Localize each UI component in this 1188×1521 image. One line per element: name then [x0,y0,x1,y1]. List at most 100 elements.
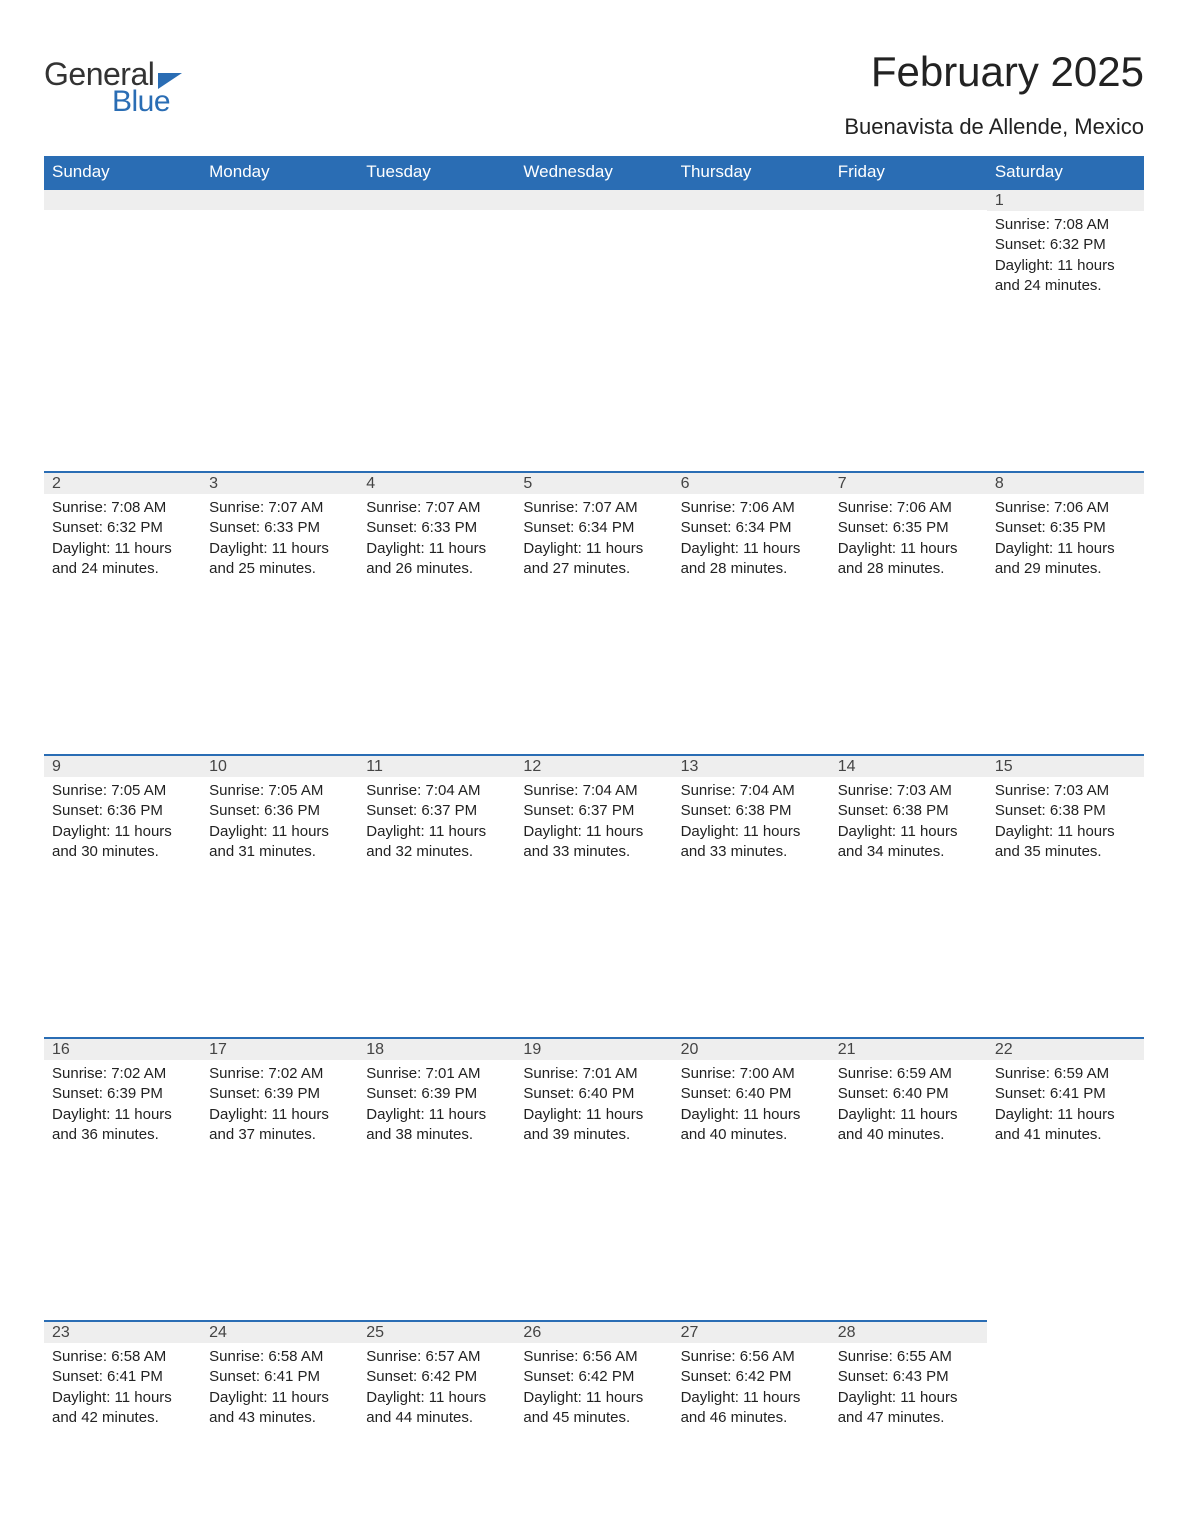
weekday-header: Monday [201,156,358,188]
calendar-cell: Sunrise: 7:07 AMSunset: 6:34 PMDaylight:… [515,494,672,624]
calendar-cell: Sunrise: 7:03 AMSunset: 6:38 PMDaylight:… [987,777,1144,907]
calendar-cell [673,211,830,341]
day-number: 14 [830,754,987,777]
weekday-header: Wednesday [515,156,672,188]
day-details: Sunrise: 6:58 AMSunset: 6:41 PMDaylight:… [44,1343,201,1436]
day-number: 22 [987,1037,1144,1060]
empty-day-band [44,188,201,210]
calendar-cell: Sunrise: 6:59 AMSunset: 6:40 PMDaylight:… [830,1060,987,1190]
calendar-cell: Sunrise: 7:08 AMSunset: 6:32 PMDaylight:… [44,494,201,624]
weekday-header: Friday [830,156,987,188]
week-separator [44,1190,1144,1320]
calendar-cell: Sunrise: 7:02 AMSunset: 6:39 PMDaylight:… [201,1060,358,1190]
day-number: 1 [987,188,1144,211]
day-details: Sunrise: 7:04 AMSunset: 6:38 PMDaylight:… [673,777,830,870]
calendar-cell: Sunrise: 7:03 AMSunset: 6:38 PMDaylight:… [830,777,987,907]
calendar-cell [830,211,987,341]
calendar-cell: Sunrise: 7:07 AMSunset: 6:33 PMDaylight:… [201,494,358,624]
calendar-cell: Sunrise: 7:05 AMSunset: 6:36 PMDaylight:… [44,777,201,907]
day-number: 3 [201,471,358,494]
day-details: Sunrise: 7:00 AMSunset: 6:40 PMDaylight:… [673,1060,830,1153]
location-subtitle: Buenavista de Allende, Mexico [844,114,1144,140]
day-details: Sunrise: 6:59 AMSunset: 6:40 PMDaylight:… [830,1060,987,1153]
day-number: 11 [358,754,515,777]
day-details: Sunrise: 7:07 AMSunset: 6:33 PMDaylight:… [358,494,515,587]
day-details: Sunrise: 7:05 AMSunset: 6:36 PMDaylight:… [201,777,358,870]
calendar-cell: Sunrise: 7:08 AMSunset: 6:32 PMDaylight:… [987,211,1144,341]
day-number: 23 [44,1320,201,1343]
day-details: Sunrise: 6:57 AMSunset: 6:42 PMDaylight:… [358,1343,515,1436]
week-separator [44,624,1144,754]
empty-day-band [673,188,830,210]
day-details: Sunrise: 7:03 AMSunset: 6:38 PMDaylight:… [987,777,1144,870]
calendar-cell [201,211,358,341]
day-details: Sunrise: 7:01 AMSunset: 6:40 PMDaylight:… [515,1060,672,1153]
day-details: Sunrise: 7:06 AMSunset: 6:35 PMDaylight:… [830,494,987,587]
day-number: 7 [830,471,987,494]
weekday-header: Sunday [44,156,201,188]
day-details: Sunrise: 7:06 AMSunset: 6:35 PMDaylight:… [987,494,1144,587]
calendar-cell: Sunrise: 7:04 AMSunset: 6:37 PMDaylight:… [515,777,672,907]
calendar-cell: Sunrise: 6:59 AMSunset: 6:41 PMDaylight:… [987,1060,1144,1190]
day-number: 26 [515,1320,672,1343]
day-details: Sunrise: 7:04 AMSunset: 6:37 PMDaylight:… [358,777,515,870]
calendar-cell: Sunrise: 6:58 AMSunset: 6:41 PMDaylight:… [201,1343,358,1473]
day-number: 18 [358,1037,515,1060]
day-details: Sunrise: 6:56 AMSunset: 6:42 PMDaylight:… [515,1343,672,1436]
day-number: 15 [987,754,1144,777]
day-details: Sunrise: 6:55 AMSunset: 6:43 PMDaylight:… [830,1343,987,1436]
day-details: Sunrise: 6:58 AMSunset: 6:41 PMDaylight:… [201,1343,358,1436]
calendar-cell: Sunrise: 7:00 AMSunset: 6:40 PMDaylight:… [673,1060,830,1190]
empty-day-band [515,188,672,210]
calendar-cell [358,211,515,341]
logo-triangle-icon [158,73,182,89]
day-details: Sunrise: 6:56 AMSunset: 6:42 PMDaylight:… [673,1343,830,1436]
day-details: Sunrise: 7:06 AMSunset: 6:34 PMDaylight:… [673,494,830,587]
page-header: General Blue February 2025 Buenavista de… [44,48,1144,150]
month-title: February 2025 [844,48,1144,96]
calendar-cell: Sunrise: 7:05 AMSunset: 6:36 PMDaylight:… [201,777,358,907]
day-number: 16 [44,1037,201,1060]
day-number: 9 [44,754,201,777]
calendar-cell: Sunrise: 6:55 AMSunset: 6:43 PMDaylight:… [830,1343,987,1473]
day-number: 20 [673,1037,830,1060]
day-number: 21 [830,1037,987,1060]
calendar-cell: Sunrise: 7:04 AMSunset: 6:37 PMDaylight:… [358,777,515,907]
calendar-cell: Sunrise: 7:06 AMSunset: 6:34 PMDaylight:… [673,494,830,624]
day-number: 25 [358,1320,515,1343]
calendar-cell: Sunrise: 7:06 AMSunset: 6:35 PMDaylight:… [987,494,1144,624]
calendar-cell: Sunrise: 6:56 AMSunset: 6:42 PMDaylight:… [673,1343,830,1473]
day-number: 19 [515,1037,672,1060]
day-number: 8 [987,471,1144,494]
day-number: 28 [830,1320,987,1343]
day-details: Sunrise: 7:01 AMSunset: 6:39 PMDaylight:… [358,1060,515,1153]
calendar-cell: Sunrise: 7:01 AMSunset: 6:40 PMDaylight:… [515,1060,672,1190]
calendar-cell: Sunrise: 7:07 AMSunset: 6:33 PMDaylight:… [358,494,515,624]
day-details: Sunrise: 7:05 AMSunset: 6:36 PMDaylight:… [44,777,201,870]
calendar-cell: Sunrise: 6:58 AMSunset: 6:41 PMDaylight:… [44,1343,201,1473]
week-separator [44,341,1144,471]
day-number: 27 [673,1320,830,1343]
empty-day-band [830,188,987,210]
calendar-cell: Sunrise: 7:02 AMSunset: 6:39 PMDaylight:… [44,1060,201,1190]
day-number: 6 [673,471,830,494]
weekday-header-row: SundayMondayTuesdayWednesdayThursdayFrid… [44,156,1144,188]
day-details: Sunrise: 7:07 AMSunset: 6:34 PMDaylight:… [515,494,672,587]
day-details: Sunrise: 7:08 AMSunset: 6:32 PMDaylight:… [44,494,201,587]
calendar-cell [987,1343,1144,1473]
day-number: 12 [515,754,672,777]
day-details: Sunrise: 7:08 AMSunset: 6:32 PMDaylight:… [987,211,1144,304]
calendar-cell: Sunrise: 7:01 AMSunset: 6:39 PMDaylight:… [358,1060,515,1190]
day-details: Sunrise: 6:59 AMSunset: 6:41 PMDaylight:… [987,1060,1144,1153]
weekday-header: Thursday [673,156,830,188]
day-details: Sunrise: 7:02 AMSunset: 6:39 PMDaylight:… [201,1060,358,1153]
day-number: 24 [201,1320,358,1343]
weekday-header: Saturday [987,156,1144,188]
calendar-cell [515,211,672,341]
calendar-cell: Sunrise: 7:04 AMSunset: 6:38 PMDaylight:… [673,777,830,907]
calendar-cell: Sunrise: 6:56 AMSunset: 6:42 PMDaylight:… [515,1343,672,1473]
brand-logo: General Blue [44,48,182,119]
weekday-header: Tuesday [358,156,515,188]
week-separator [44,907,1144,1037]
calendar-table: SundayMondayTuesdayWednesdayThursdayFrid… [44,156,1144,1473]
